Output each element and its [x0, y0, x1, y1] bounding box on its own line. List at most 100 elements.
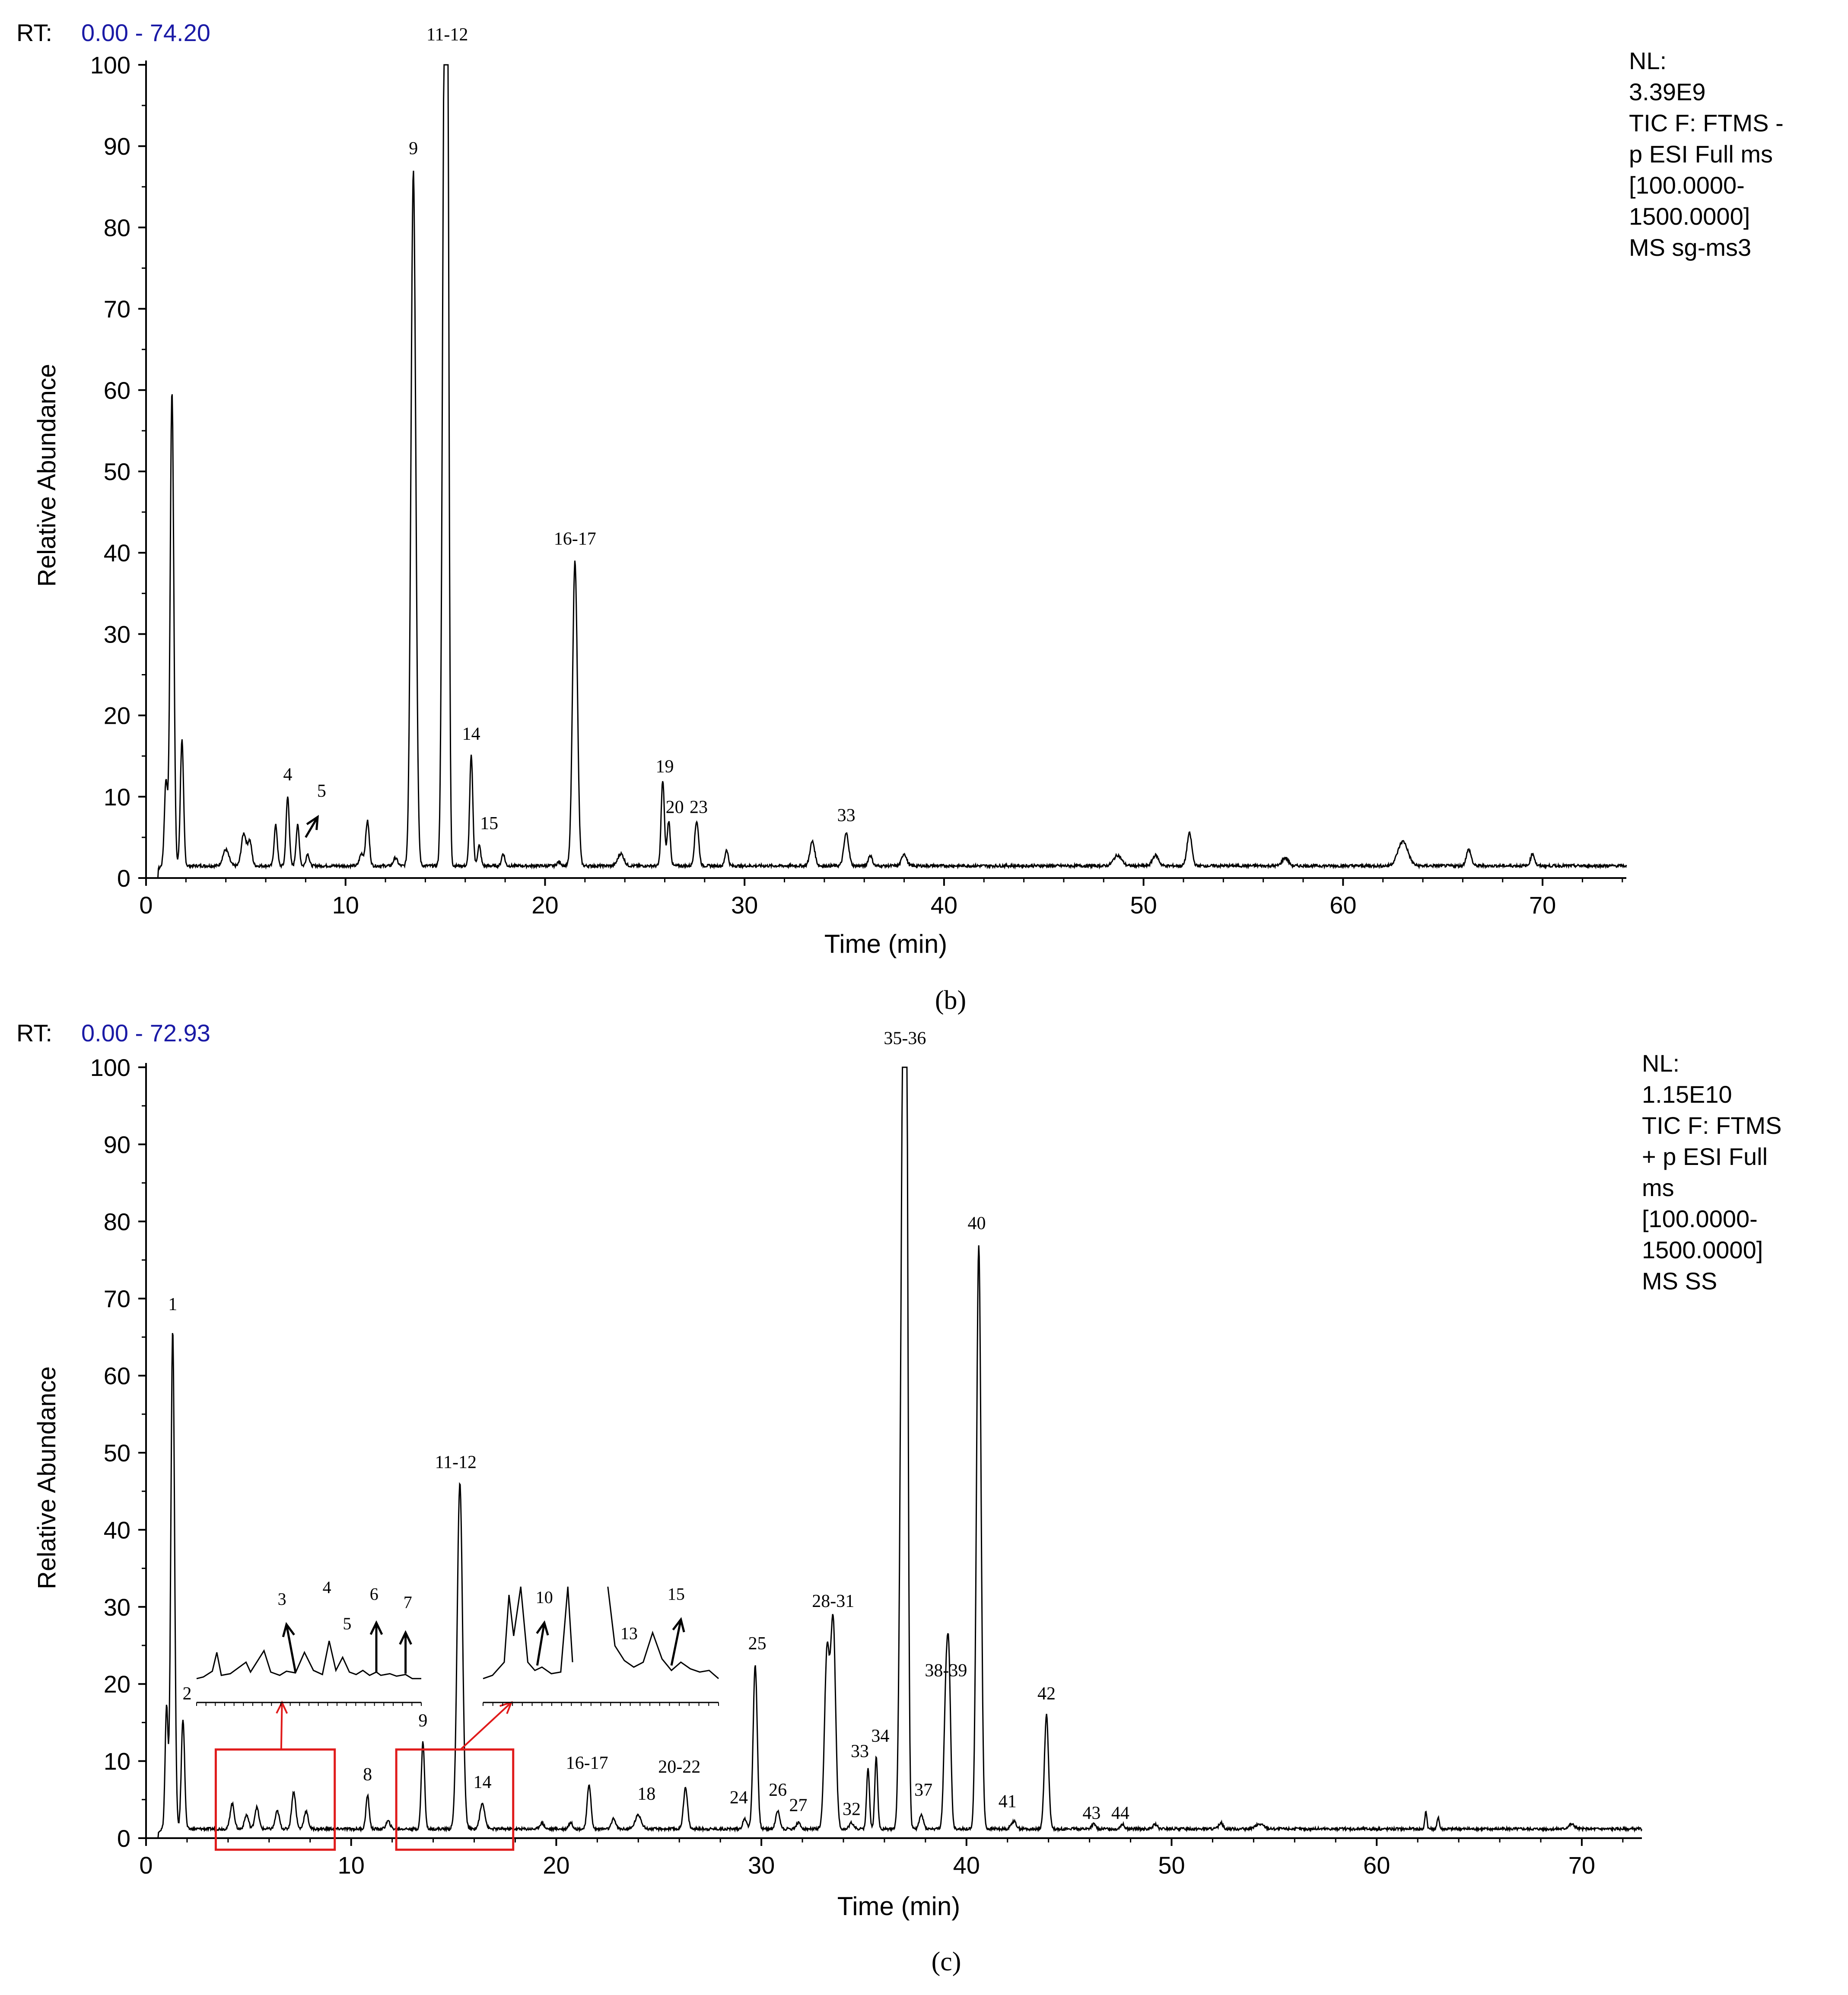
rt-range-b: 0.00 - 74.20 — [81, 19, 210, 46]
peak-label: 44 — [1111, 1803, 1129, 1823]
x-axis-label-b: Time (min) — [824, 929, 947, 958]
x-tick-label: 40 — [931, 891, 957, 919]
inset-peak-label: 4 — [323, 1578, 331, 1597]
info-line-b-1: 3.39E9 — [1629, 78, 1706, 105]
inset-arrow-head — [536, 1620, 549, 1636]
chart-panel-c: RT: 0.00 - 72.93 NL: 1.15E10 TIC F: FTMS… — [16, 1019, 1782, 1976]
y-tick-label: 50 — [104, 1439, 130, 1467]
rt-label-c: RT: — [16, 1019, 52, 1047]
info-line-c-4: ms — [1642, 1174, 1674, 1201]
inset-arrow — [285, 1624, 297, 1673]
info-line-b-6: MS sg-ms3 — [1629, 234, 1751, 261]
y-tick-label: 0 — [117, 865, 130, 892]
x-tick-label: 40 — [953, 1852, 980, 1879]
info-line-c-6: 1500.0000] — [1642, 1236, 1763, 1263]
peak-label: 20 — [666, 797, 684, 817]
inset-peak-label: 6 — [370, 1584, 379, 1604]
x-tick-label: 10 — [338, 1852, 365, 1879]
info-line-c-2: TIC F: FTMS — [1642, 1112, 1782, 1139]
info-line-c-5: [100.0000- — [1642, 1205, 1758, 1232]
inset-arrow-head — [672, 1617, 685, 1632]
peak-label: 25 — [748, 1634, 767, 1654]
peak-label: 14 — [462, 724, 480, 744]
peak-label: 8 — [363, 1765, 372, 1785]
y-tick-label: 20 — [104, 702, 130, 729]
x-tick-label: 50 — [1158, 1852, 1185, 1879]
peak-label: 24 — [730, 1788, 748, 1808]
peak-label: 26 — [769, 1780, 787, 1800]
info-line-b-3: p ESI Full ms — [1629, 140, 1773, 168]
x-tick-label: 0 — [139, 1852, 153, 1879]
inset-arrow-head — [282, 1622, 295, 1638]
peak-label: 5 — [317, 781, 326, 801]
peak-arrow-head — [306, 815, 319, 830]
x-tick-label: 60 — [1363, 1852, 1390, 1879]
peak-arrow — [305, 816, 319, 838]
panel-label-c: (c) — [932, 1947, 961, 1976]
peak-label: 9 — [418, 1711, 427, 1731]
y-tick-label: 0 — [117, 1825, 130, 1852]
peak-label: 40 — [968, 1214, 986, 1234]
y-tick-label: 60 — [104, 377, 130, 404]
chromatogram-trace — [146, 64, 1627, 879]
inset-arrow — [536, 1623, 546, 1666]
info-line-b-5: 1500.0000] — [1629, 203, 1750, 230]
peak-label: 33 — [837, 805, 856, 825]
peak-label: 16-17 — [566, 1753, 608, 1773]
inset-trace — [483, 1586, 719, 1680]
inset-peak-label: 15 — [668, 1584, 685, 1604]
info-line-b-4: [100.0000- — [1629, 172, 1745, 199]
y-tick-label: 90 — [104, 133, 130, 160]
info-line-c-3: + p ESI Full — [1642, 1143, 1768, 1170]
peak-label: 42 — [1037, 1684, 1056, 1704]
peak-label: 33 — [851, 1742, 869, 1762]
y-tick-label: 10 — [104, 783, 130, 811]
peak-label: 14 — [474, 1772, 492, 1792]
y-tick-label: 30 — [104, 1594, 130, 1621]
peak-label: 41 — [999, 1792, 1017, 1812]
y-axis-label-b: Relative Abundance — [33, 364, 61, 587]
inset-peak-label: 5 — [343, 1614, 351, 1633]
zoom-box — [395, 1748, 515, 1851]
info-line-b-2: TIC F: FTMS - — [1629, 109, 1784, 137]
y-tick-label: 10 — [104, 1748, 130, 1775]
zoom-connector — [460, 1702, 512, 1750]
y-tick-label: 80 — [104, 214, 130, 241]
peak-label: 20-22 — [658, 1757, 700, 1777]
inset-peak-label: 13 — [620, 1624, 638, 1643]
info-line-c-7: MS SS — [1642, 1267, 1717, 1295]
rt-label-b: RT: — [16, 19, 52, 46]
peak-label: 27 — [789, 1796, 808, 1816]
y-tick-label: 100 — [90, 1054, 130, 1081]
rt-range-c: 0.00 - 72.93 — [81, 1019, 210, 1047]
y-tick-label: 100 — [90, 51, 130, 79]
peak-label: 23 — [690, 797, 708, 817]
x-axis-label-c: Time (min) — [837, 1892, 960, 1921]
peak-label: 4 — [283, 765, 292, 785]
panel-label-b: (b) — [935, 986, 966, 1015]
x-tick-label: 10 — [332, 891, 359, 919]
y-tick-label: 90 — [104, 1131, 130, 1158]
peak-label: 32 — [843, 1799, 861, 1819]
y-tick-label: 40 — [104, 539, 130, 566]
zoom-connector — [280, 1702, 283, 1750]
x-tick-label: 0 — [139, 891, 153, 919]
peak-label: 35-36 — [884, 1028, 926, 1048]
peak-label: 38-39 — [925, 1661, 967, 1680]
inset-peak-label: 10 — [536, 1588, 553, 1607]
x-tick-label: 30 — [731, 891, 758, 919]
y-tick-label: 70 — [104, 296, 130, 323]
x-tick-label: 60 — [1330, 891, 1356, 919]
inset-arrow-head — [399, 1630, 412, 1645]
info-line-c-1: 1.15E10 — [1642, 1081, 1732, 1108]
chromatogram-trace — [146, 1066, 1643, 1839]
inset-arrow — [670, 1619, 682, 1666]
peak-label: 37 — [914, 1780, 932, 1800]
chart-panel-b: RT: 0.00 - 74.20 NL: 3.39E9 TIC F: FTMS … — [16, 19, 1784, 1015]
peak-label: 18 — [637, 1784, 655, 1804]
inset-peak-label: 7 — [404, 1592, 412, 1612]
peak-label: 9 — [409, 139, 418, 159]
x-tick-label: 50 — [1130, 891, 1157, 919]
info-line-c-0: NL: — [1642, 1050, 1679, 1077]
